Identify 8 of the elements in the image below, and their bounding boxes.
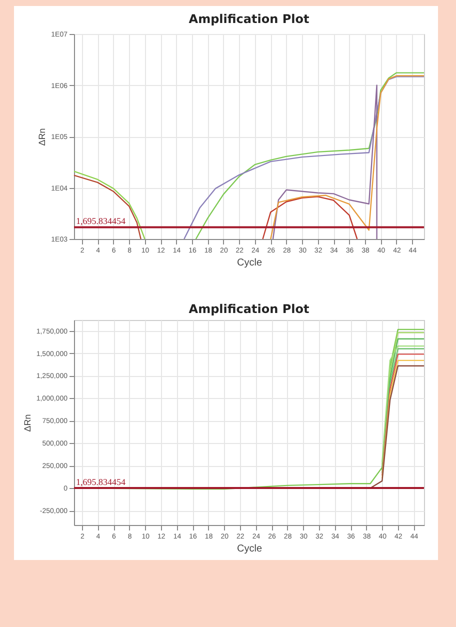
chart-title: Amplification Plot (188, 12, 310, 26)
chart-title: Amplification Plot (188, 302, 310, 316)
x-axis-title: Cycle (236, 544, 262, 554)
y-axis-title: ΔRn (22, 414, 32, 432)
ref-line-label: 1,695.834454 (76, 476, 126, 487)
x-axis-title: Cycle (236, 258, 262, 268)
y-axis-title: ΔRn (37, 128, 48, 146)
ref-line-label: 1,695.834454 (76, 216, 126, 226)
